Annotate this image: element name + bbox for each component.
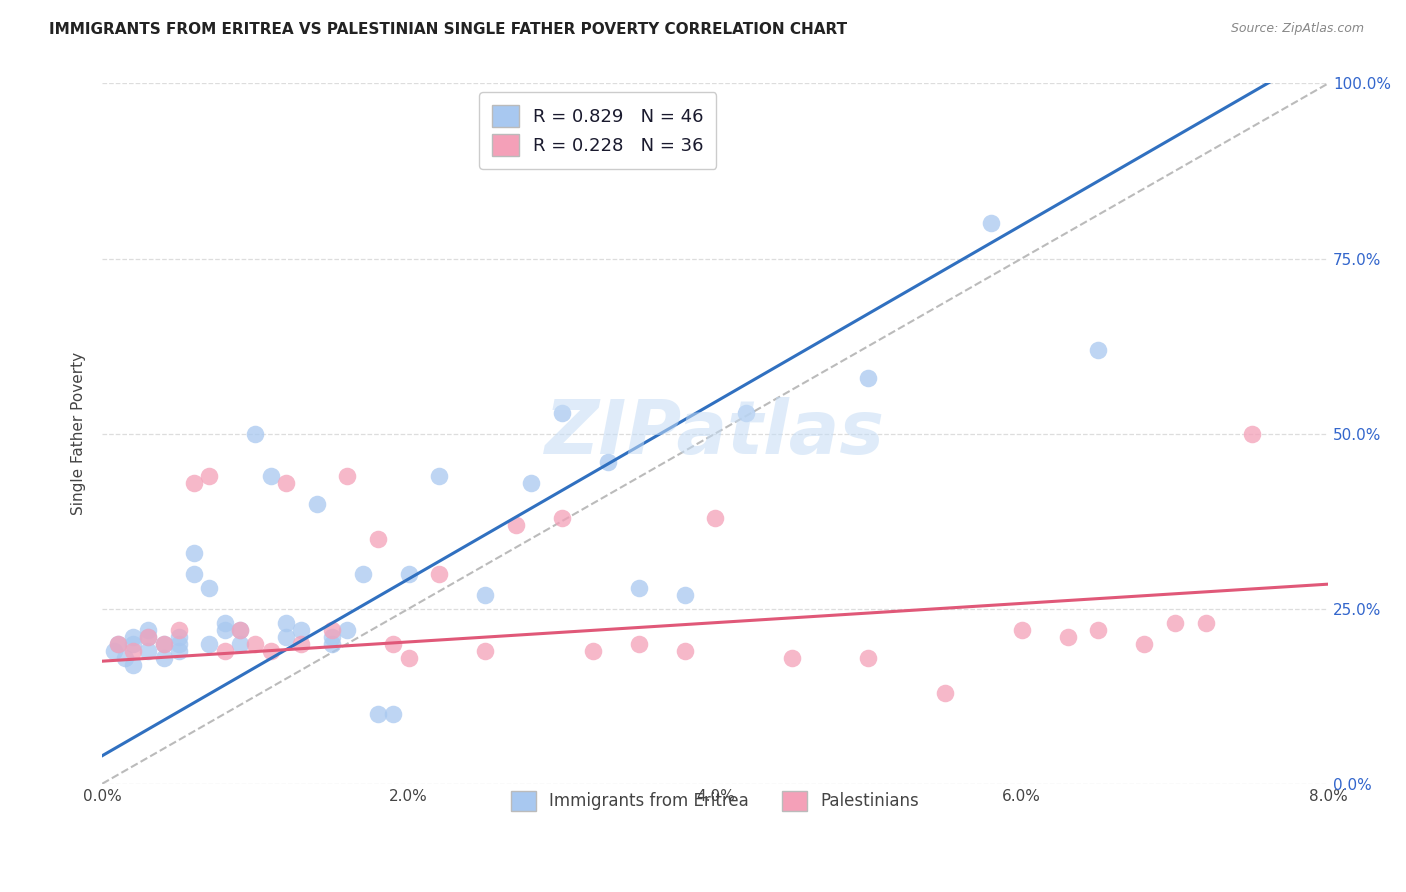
Point — [136, 630, 159, 644]
Point — [214, 643, 236, 657]
Point — [1056, 630, 1078, 644]
Point — [183, 546, 205, 560]
Point — [152, 650, 174, 665]
Point — [290, 637, 312, 651]
Point — [107, 637, 129, 651]
Point — [367, 532, 389, 546]
Point — [427, 566, 450, 581]
Point — [551, 510, 574, 524]
Point — [1194, 615, 1216, 630]
Text: IMMIGRANTS FROM ERITREA VS PALESTINIAN SINGLE FATHER POVERTY CORRELATION CHART: IMMIGRANTS FROM ERITREA VS PALESTINIAN S… — [49, 22, 848, 37]
Point — [1133, 637, 1156, 651]
Point — [121, 630, 143, 644]
Point — [321, 630, 343, 644]
Point — [1240, 426, 1263, 441]
Point — [1087, 623, 1109, 637]
Point — [229, 623, 252, 637]
Point — [1164, 615, 1187, 630]
Point — [167, 623, 190, 637]
Y-axis label: Single Father Poverty: Single Father Poverty — [72, 352, 86, 516]
Point — [136, 643, 159, 657]
Point — [183, 475, 205, 490]
Point — [198, 468, 221, 483]
Point — [474, 643, 496, 657]
Point — [229, 637, 252, 651]
Point — [121, 643, 143, 657]
Point — [474, 588, 496, 602]
Point — [780, 650, 803, 665]
Point — [627, 637, 650, 651]
Point — [858, 650, 880, 665]
Point — [167, 630, 190, 644]
Text: Source: ZipAtlas.com: Source: ZipAtlas.com — [1230, 22, 1364, 36]
Point — [274, 630, 297, 644]
Point — [103, 643, 125, 657]
Point — [673, 588, 696, 602]
Point — [152, 637, 174, 651]
Point — [505, 517, 527, 532]
Point — [551, 406, 574, 420]
Point — [114, 650, 136, 665]
Point — [274, 475, 297, 490]
Point — [336, 623, 359, 637]
Point — [934, 686, 956, 700]
Point — [382, 706, 405, 721]
Point — [229, 623, 252, 637]
Point — [427, 468, 450, 483]
Point — [121, 637, 143, 651]
Point — [167, 643, 190, 657]
Point — [245, 426, 267, 441]
Point — [596, 454, 619, 468]
Point — [352, 566, 374, 581]
Point — [260, 643, 283, 657]
Point — [336, 468, 359, 483]
Point — [107, 637, 129, 651]
Point — [858, 370, 880, 384]
Point — [198, 581, 221, 595]
Point — [260, 468, 283, 483]
Point — [121, 657, 143, 672]
Point — [398, 566, 420, 581]
Point — [1087, 343, 1109, 357]
Point — [167, 637, 190, 651]
Point — [152, 637, 174, 651]
Point — [673, 643, 696, 657]
Point — [214, 623, 236, 637]
Legend: Immigrants from Eritrea, Palestinians: Immigrants from Eritrea, Palestinians — [498, 778, 932, 824]
Point — [367, 706, 389, 721]
Point — [183, 566, 205, 581]
Point — [290, 623, 312, 637]
Point — [136, 623, 159, 637]
Point — [214, 615, 236, 630]
Point — [398, 650, 420, 665]
Point — [704, 510, 727, 524]
Point — [734, 406, 756, 420]
Point — [980, 217, 1002, 231]
Point — [321, 637, 343, 651]
Point — [274, 615, 297, 630]
Point — [1011, 623, 1033, 637]
Point — [581, 643, 603, 657]
Point — [305, 497, 328, 511]
Point — [627, 581, 650, 595]
Point — [382, 637, 405, 651]
Point — [136, 630, 159, 644]
Point — [198, 637, 221, 651]
Point — [245, 637, 267, 651]
Point — [520, 475, 543, 490]
Point — [321, 623, 343, 637]
Text: ZIPatlas: ZIPatlas — [546, 397, 886, 470]
